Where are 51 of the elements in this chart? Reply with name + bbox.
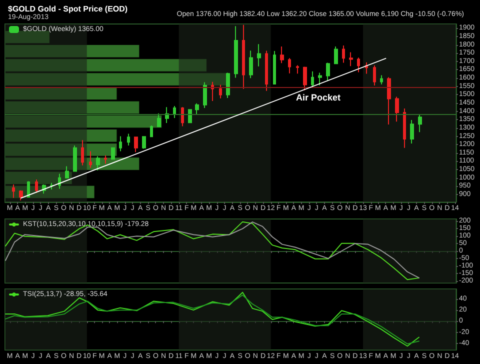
candlestick xyxy=(311,70,314,89)
candlestick xyxy=(203,82,207,109)
candlestick xyxy=(188,108,192,124)
candlestick xyxy=(219,84,222,99)
candlestick xyxy=(89,150,92,168)
candlestick xyxy=(195,102,199,116)
candlestick xyxy=(380,74,383,85)
candlestick xyxy=(280,46,284,64)
candlestick xyxy=(65,166,69,178)
candlestick xyxy=(81,140,84,166)
candlestick xyxy=(96,156,100,171)
candlestick xyxy=(142,136,146,150)
candlestick xyxy=(104,154,107,164)
candlestick xyxy=(19,190,23,201)
candlestick xyxy=(27,180,30,198)
candlestick xyxy=(73,144,77,172)
candlestick xyxy=(296,64,299,74)
candlestick xyxy=(119,136,122,152)
candlestick xyxy=(288,58,291,74)
candlestick xyxy=(50,182,54,190)
candlestick xyxy=(410,119,414,144)
candlestick xyxy=(35,179,38,194)
annotation: Air Pocket xyxy=(296,92,341,102)
candlestick xyxy=(242,24,245,90)
candlestick xyxy=(226,72,230,99)
candlestick xyxy=(150,124,153,138)
candlestick xyxy=(303,66,307,91)
candlestick xyxy=(134,136,138,153)
candlestick xyxy=(326,62,330,82)
candlestick xyxy=(373,64,376,86)
candlestick xyxy=(257,44,261,67)
candlestick xyxy=(273,50,276,85)
candlestick xyxy=(357,57,360,73)
candlestick xyxy=(342,44,345,64)
candlestick xyxy=(395,96,399,122)
candlestick xyxy=(334,46,338,64)
candlestick xyxy=(157,112,161,128)
candlestick xyxy=(234,26,238,78)
candlestick xyxy=(265,50,268,92)
candlestick xyxy=(249,50,253,79)
candlestick xyxy=(418,114,422,133)
candlestick xyxy=(12,184,15,198)
chart-title: $GOLD Gold - Spot Price (EOD) xyxy=(8,4,128,14)
candlestick xyxy=(111,147,115,160)
candlestick xyxy=(349,52,353,67)
candlestick xyxy=(181,106,184,127)
candlestick xyxy=(387,76,391,125)
candlestick xyxy=(318,72,322,86)
candlestick xyxy=(173,106,176,118)
candlestick xyxy=(127,133,130,146)
candlestick xyxy=(403,108,406,148)
